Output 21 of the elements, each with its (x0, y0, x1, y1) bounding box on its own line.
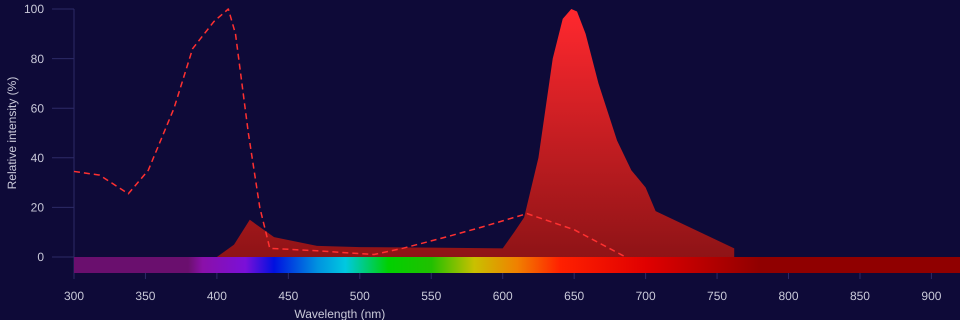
y-tick-label: 0 (37, 250, 44, 264)
x-tick-label: 350 (135, 289, 156, 303)
x-tick-label: 300 (64, 289, 84, 303)
x-tick-label: 650 (564, 289, 584, 303)
x-tick-label: 800 (778, 289, 799, 303)
y-tick-label: 80 (30, 52, 44, 66)
x-tick-label: 450 (278, 289, 299, 303)
y-tick-label: 40 (30, 151, 44, 165)
x-tick-label: 500 (350, 289, 370, 303)
y-tick-label: 100 (24, 2, 44, 16)
line-series (73, 8, 626, 258)
x-tick-label: 750 (707, 289, 728, 303)
x-tick-label: 550 (421, 289, 442, 303)
y-tick-label: 20 (30, 200, 44, 215)
x-tick-label: 400 (206, 289, 228, 303)
x-tick-label: 900 (921, 289, 942, 303)
x-tick-label: 700 (636, 289, 656, 303)
y-tick-label: 60 (30, 101, 44, 116)
y-axis-title: Relative intensity (%) (5, 76, 19, 190)
x-tick-label: 600 (492, 289, 514, 303)
x-tick-label: 850 (850, 289, 870, 303)
